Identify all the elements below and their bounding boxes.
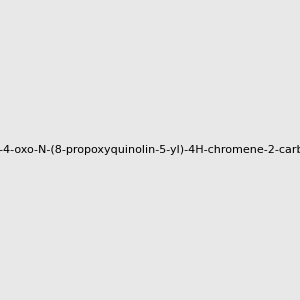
Text: 6-methyl-4-oxo-N-(8-propoxyquinolin-5-yl)-4H-chromene-2-carboxamide: 6-methyl-4-oxo-N-(8-propoxyquinolin-5-yl… bbox=[0, 145, 300, 155]
